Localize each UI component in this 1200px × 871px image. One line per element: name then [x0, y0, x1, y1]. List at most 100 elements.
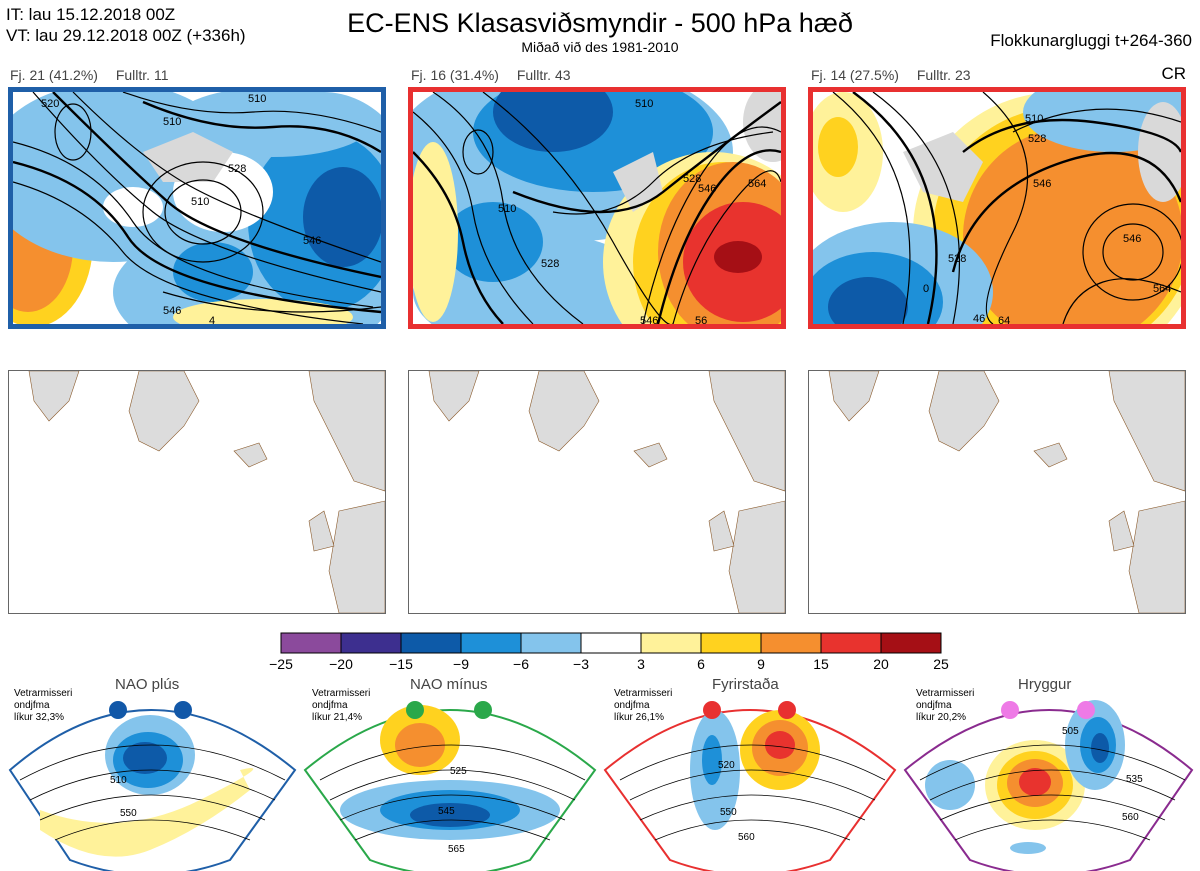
- regime-blocking: Fyrirstaða Vetrarmisseri ondjfma líkur 2…: [600, 676, 900, 871]
- cluster-3-contour-label: 528: [1028, 133, 1046, 145]
- cluster-3-contour-label: 0: [923, 283, 929, 295]
- regime-title: NAO plús: [115, 676, 180, 693]
- regime-contour-label: 560: [738, 832, 755, 843]
- cluster-3-rep: Fulltr. 23: [916, 67, 971, 83]
- cluster-3-contour-label: 546: [1123, 233, 1141, 245]
- cluster-2-count: Fj. 16 (31.4%): [411, 67, 499, 83]
- regime-contour-label: 550: [120, 808, 137, 819]
- colorbar-swatch: [880, 632, 942, 654]
- regime-note-line: ondjfma: [614, 700, 650, 711]
- cluster-2-contour-label: 510: [635, 98, 653, 110]
- page-title: EC-ENS Klasasviðsmyndir - 500 hPa hæð: [347, 8, 853, 38]
- cluster-1-contour-label: 4: [209, 315, 215, 324]
- cluster-1-contour-label: 546: [303, 235, 321, 247]
- colorbar-tick-label: −9: [453, 656, 469, 672]
- colorbar-tick-label: 25: [933, 656, 949, 672]
- regime-probability: líkur 20,2%: [916, 712, 967, 723]
- cluster-1-rep: Fulltr. 11: [115, 67, 169, 83]
- header-info: IT: lau 15.12.2018 00Z VT: lau 29.12.201…: [6, 4, 246, 46]
- cluster-1-count: Fj. 21 (41.2%): [10, 67, 98, 83]
- cluster-1-contour-label: 510: [191, 196, 209, 208]
- regime-note: Vetrarmisseri ondjfma líkur 21,4%: [312, 688, 370, 724]
- regime-note: Vetrarmisseri ondjfma líkur 20,2%: [916, 688, 974, 724]
- colorbar: [280, 632, 944, 659]
- cluster-1-contour-label: 546: [163, 305, 181, 317]
- cluster-1-label: Fj. 21 (41.2%) Fulltr. 11: [10, 67, 182, 83]
- colorbar-swatch: [640, 632, 702, 654]
- colorbar-swatch: [700, 632, 762, 654]
- colorbar-tick-label: −25: [269, 656, 293, 672]
- page-subtitle: Miðað við des 1981-2010: [521, 39, 679, 55]
- regime-contour-label: 545: [438, 806, 455, 817]
- regime-note: Vetrarmisseri ondjfma líkur 26,1%: [614, 688, 672, 724]
- regime-nao-minus: NAO mínus Vetrarmisseri ondjfma líkur 21…: [300, 676, 600, 871]
- cluster-2-rep: Fulltr. 43: [516, 67, 571, 83]
- blank-map-3: [808, 370, 1186, 614]
- cluster-2-label: Fj. 16 (31.4%) Fulltr. 43: [411, 67, 585, 83]
- blank-map-1: [8, 370, 386, 614]
- regime-note: Vetrarmisseri ondjfma líkur 32,3%: [14, 688, 72, 724]
- cr-label: CR: [1161, 64, 1186, 83]
- initial-time: IT: lau 15.12.2018 00Z: [6, 5, 176, 24]
- regime-note-line: Vetrarmisseri: [614, 688, 673, 699]
- regime-note-line: Vetrarmisseri: [916, 688, 975, 699]
- cluster-3-contour-label: 64: [998, 315, 1010, 324]
- regime-title: NAO mínus: [410, 676, 488, 693]
- cluster-3-map: 510 528 546 528 546 564 46 64 0: [808, 87, 1186, 329]
- regime-note-line: Vetrarmisseri: [14, 688, 73, 699]
- colorbar-swatch: [820, 632, 882, 654]
- colorbar-tick-label: −20: [329, 656, 353, 672]
- regime-probability: líkur 21,4%: [312, 712, 363, 723]
- regime-note-line: Vetrarmisseri: [312, 688, 371, 699]
- cluster-1-contour-label: 520: [41, 98, 59, 110]
- cluster-2-contour-label: 528: [541, 258, 559, 270]
- cluster-1-contour-label: 510: [248, 93, 266, 105]
- regime-note-line: ondjfma: [312, 700, 348, 711]
- colorbar-tick-label: 9: [757, 656, 765, 672]
- regime-contour-label: 520: [718, 760, 735, 771]
- regime-note-line: ondjfma: [916, 700, 952, 711]
- regime-title: Fyrirstaða: [712, 676, 779, 693]
- regime-contour-label: 510: [110, 775, 127, 786]
- cluster-2-contour-label: 564: [748, 178, 766, 190]
- regime-probability: líkur 32,3%: [14, 712, 65, 723]
- regime-probability: líkur 26,1%: [614, 712, 665, 723]
- colorbar-swatch: [280, 632, 342, 654]
- cluster-2-contour-label: 510: [498, 203, 516, 215]
- regime-contour-label: 505: [1062, 726, 1079, 737]
- regime-contour-label: 550: [720, 807, 737, 818]
- regime-contour-label: 560: [1122, 812, 1139, 823]
- colorbar-swatch: [520, 632, 582, 654]
- regime-contour-label: 535: [1126, 774, 1143, 785]
- colorbar-swatch: [760, 632, 822, 654]
- colorbar-tick-label: 20: [873, 656, 889, 672]
- cluster-2-contour-label: 546: [698, 183, 716, 195]
- regime-title: Hryggur: [1018, 676, 1072, 693]
- colorbar-tick-label: 15: [813, 656, 829, 672]
- cluster-1-contour-label: 528: [228, 163, 246, 175]
- cluster-3-contour-label: 546: [1033, 178, 1051, 190]
- regime-ridge: Hryggur Vetrarmisseri ondjfma líkur 20,2…: [900, 676, 1200, 871]
- regime-nao-plus: NAO plús Vetrarmisseri ondjfma líkur 32,…: [0, 676, 300, 871]
- cluster-2-contour-label: 56: [695, 315, 707, 324]
- cluster-2-map: 510 510 528 546 564 528 546 56: [408, 87, 786, 329]
- colorbar-tick-label: 6: [697, 656, 705, 672]
- cluster-3-label: Fj. 14 (27.5%) Fulltr. 23: [811, 67, 985, 83]
- colorbar-tick-label: −6: [513, 656, 529, 672]
- cluster-2-contour-label: 546: [640, 315, 658, 324]
- cluster-3-contour-label: 528: [948, 253, 966, 265]
- classification-window: Flokkunargluggi t+264-360: [990, 31, 1192, 50]
- cluster-2-contour-label: 528: [683, 173, 701, 185]
- colorbar-tick-label: −3: [573, 656, 589, 672]
- cluster-3-contour-label: 564: [1153, 283, 1171, 295]
- blank-map-2: [408, 370, 786, 614]
- colorbar-swatch: [400, 632, 462, 654]
- colorbar-tick-label: −15: [389, 656, 413, 672]
- regime-note-line: ondjfma: [14, 700, 50, 711]
- regime-contour-label: 525: [450, 766, 467, 777]
- valid-time: VT: lau 29.12.2018 00Z (+336h): [6, 26, 246, 45]
- colorbar-swatch: [580, 632, 642, 654]
- colorbar-swatch: [340, 632, 402, 654]
- colorbar-swatch: [460, 632, 522, 654]
- colorbar-tick-label: 3: [637, 656, 645, 672]
